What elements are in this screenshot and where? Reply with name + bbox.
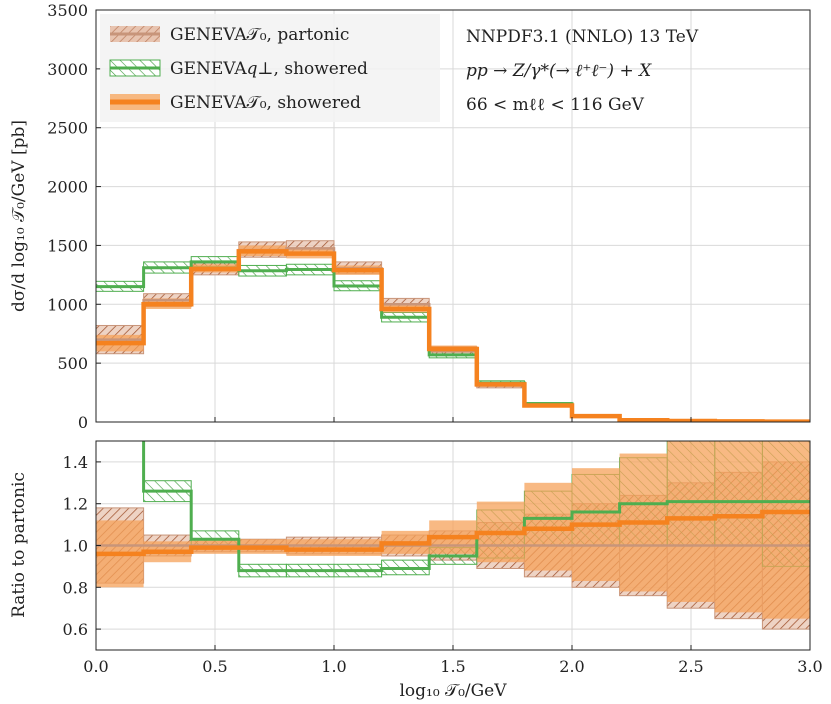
annotation-mass-window: 66 < mℓℓ < 116 GeV [466,95,645,115]
y-tick-label: 3500 [47,1,88,20]
ratio-y-label: Ratio to partonic [9,472,29,618]
y-tick-label: 0 [78,413,88,432]
ratio-y-ticks: 0.6 0.8 1.0 1.2 1.4 [63,453,101,639]
legend-entry-tau-showered: GENEVA𝒯₀, showered [110,93,361,113]
main-grid [95,9,811,423]
main-panel: 0 500 1000 1500 2000 2500 3000 3500 dσ/d log₁₀ … [9,1,811,432]
x-tick-label: 3.0 [797,657,822,676]
y-tick-label: 1.4 [63,453,88,472]
y-tick-label: 500 [57,354,88,373]
legend: GENEVA𝒯₀, partonic GENEVA𝑞⊥, showered GE… [100,14,440,122]
annotation-process: pp → Z/γ*(→ ℓ⁺ℓ⁻) + X [466,61,652,81]
line-tau-showered [96,509,810,557]
y-tick-label: 1500 [47,236,88,255]
legend-label-qt-showered: GENEVA𝑞⊥, showered [170,59,368,79]
legend-entry-partonic: GENEVA𝒯₀, partonic [110,25,349,45]
band-tau-showered [762,441,810,619]
main-y-ticks: 0 500 1000 1500 2000 2500 3000 3500 [47,1,101,432]
y-tick-label: 1.2 [63,495,88,514]
y-tick-label: 1000 [47,295,88,314]
x-tick-label: 1.5 [440,657,465,676]
band-hatch-qt-showered [96,389,144,431]
x-tick-label: 1.0 [321,657,346,676]
y-tick-label: 1.0 [63,537,88,556]
y-tick-label: 3000 [47,60,88,79]
main-y-label: dσ/d log₁₀ 𝒯₀/GeV [pb] [9,120,29,312]
x-axis-label: log₁₀ 𝒯₀/GeV [399,681,507,701]
band-tau-showered [714,441,763,613]
y-tick-label: 0.8 [63,578,88,597]
x-tick-label: 2.0 [559,657,584,676]
x-tick-label: 0.0 [83,657,108,676]
y-tick-label: 0.6 [63,620,88,639]
ratio-lines [96,441,810,573]
x-tick-label: 0.5 [202,657,227,676]
band-tau-showered [667,441,715,602]
legend-label-tau-showered: GENEVA𝒯₀, showered [170,93,361,113]
ratio-panel: 0.6 0.8 1.0 1.2 1.4 0.0 0.5 1.0 1.5 2.0 2.5 3.0 Ra… [9,389,823,701]
main-lines [96,247,810,422]
legend-entry-qt-showered: GENEVA𝑞⊥, showered [109,59,368,79]
line-qt-showered [142,441,810,573]
legend-label-partonic: GENEVA𝒯₀, partonic [170,25,349,45]
ratio-x-ticks: 0.0 0.5 1.0 1.5 2.0 2.5 3.0 [83,417,823,676]
line-tau-showered [96,249,810,422]
annotation-pdf: NNPDF3.1 (NNLO) 13 TeV [466,27,699,47]
x-tick-label: 2.5 [678,657,703,676]
y-tick-label: 2500 [47,119,88,138]
y-tick-label: 2000 [47,178,88,197]
